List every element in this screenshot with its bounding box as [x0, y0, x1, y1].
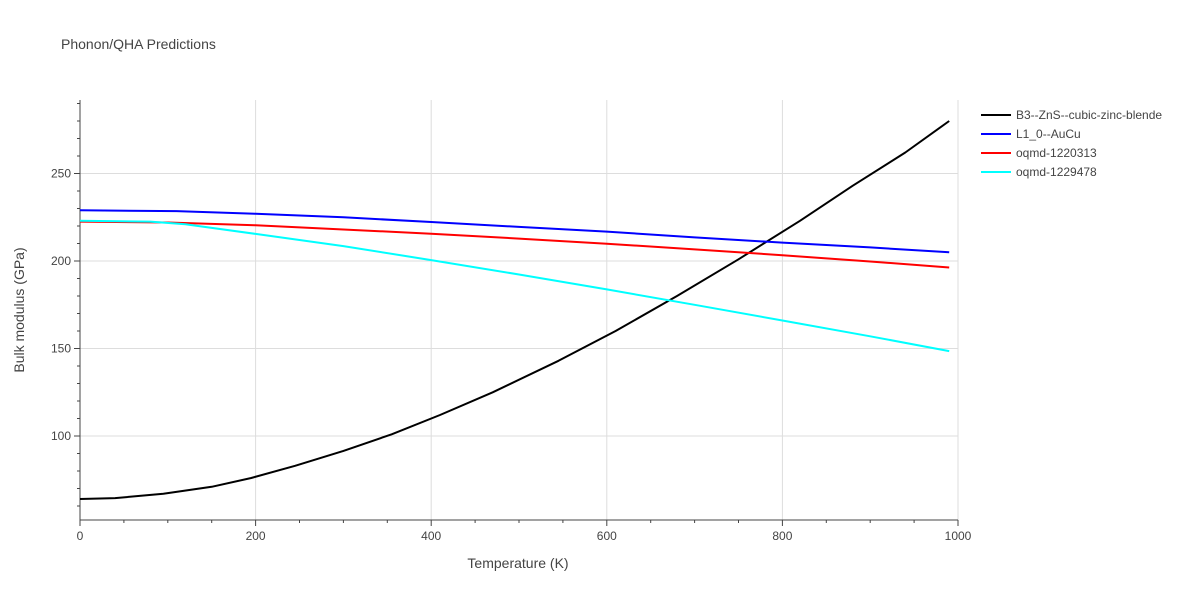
y-tick-label: 100: [51, 429, 71, 443]
legend-label: L1_0--AuCu: [1016, 127, 1081, 141]
x-tick-label: 0: [77, 529, 84, 543]
y-tick-label: 150: [51, 342, 71, 356]
grid: [80, 100, 959, 520]
series-line-1: [79, 209, 950, 254]
chart-title: Phonon/QHA Predictions: [61, 36, 216, 52]
x-axis-title: Temperature (K): [467, 555, 568, 571]
series-line-0: [79, 120, 950, 500]
x-tick-label: 1000: [945, 529, 972, 543]
legend: B3--ZnS--cubic-zinc-blende L1_0--AuCuoqmd…: [981, 108, 1162, 179]
x-tick-label: 600: [597, 529, 617, 543]
x-tick-label: 400: [421, 529, 441, 543]
series-lines: [79, 120, 950, 500]
legend-label: B3--ZnS--cubic-zinc-blende: [1016, 108, 1162, 122]
legend-label: oqmd-1220313: [1016, 146, 1097, 160]
y-axis-title: Bulk modulus (GPa): [11, 247, 27, 372]
y-tick-label: 250: [51, 167, 71, 181]
axes: 0 200 400 600 800 1000 100 150 200 250: [51, 100, 972, 543]
legend-label: oqmd-1229478: [1016, 165, 1097, 179]
series-line-3: [79, 219, 950, 353]
x-tick-label: 800: [772, 529, 792, 543]
series-line-2: [79, 220, 950, 269]
x-tick-label: 200: [246, 529, 266, 543]
y-tick-label: 200: [51, 254, 71, 268]
